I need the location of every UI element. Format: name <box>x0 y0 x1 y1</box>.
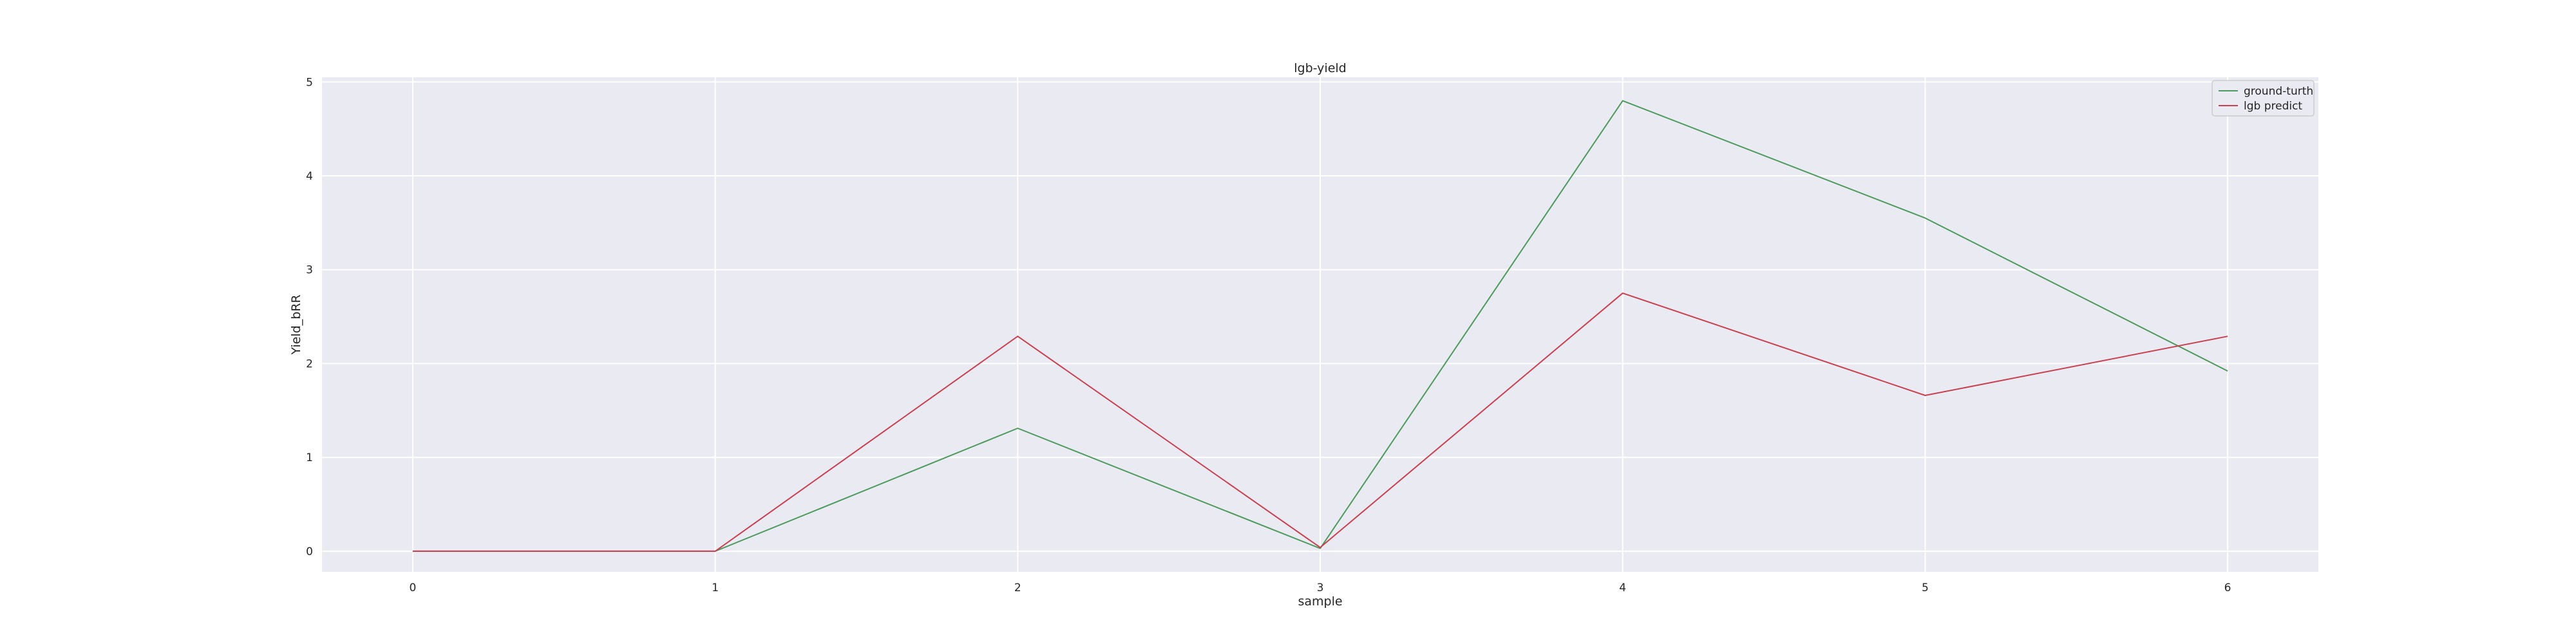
x-tick-label: 6 <box>2224 582 2231 594</box>
x-grid <box>412 77 2229 572</box>
x-tick-label: 0 <box>409 582 416 594</box>
chart-title: lgb-yield <box>1294 61 1346 75</box>
x-tick-label: 1 <box>712 582 719 594</box>
legend-frame <box>2211 80 2315 117</box>
legend-label-lgb-predict: lgb predict <box>2244 100 2302 113</box>
y-tick-label: 2 <box>306 357 313 370</box>
legend: ground-turth lgb predict <box>2211 80 2315 117</box>
x-axis-label: sample <box>1298 594 1342 609</box>
x-tick-label: 5 <box>1922 582 1929 594</box>
x-tick-label: 3 <box>1317 582 1324 594</box>
x-tick-label: 2 <box>1014 582 1021 594</box>
legend-label-ground-turth: ground-turth <box>2244 85 2313 98</box>
y-tick-label: 3 <box>306 264 313 277</box>
y-tick-labels: 0 1 2 3 4 5 <box>306 76 313 558</box>
y-tick-label: 5 <box>306 76 313 89</box>
y-tick-label: 0 <box>306 545 313 558</box>
y-axis-label: Yield_bRR <box>289 294 303 355</box>
x-tick-label: 4 <box>1619 582 1626 594</box>
y-tick-label: 4 <box>306 170 313 183</box>
series-line-lgb-predict <box>412 292 2228 552</box>
series-lines <box>412 100 2228 552</box>
x-tick-labels: 0 1 2 3 4 5 6 <box>409 582 2231 594</box>
y-tick-label: 1 <box>306 451 313 464</box>
